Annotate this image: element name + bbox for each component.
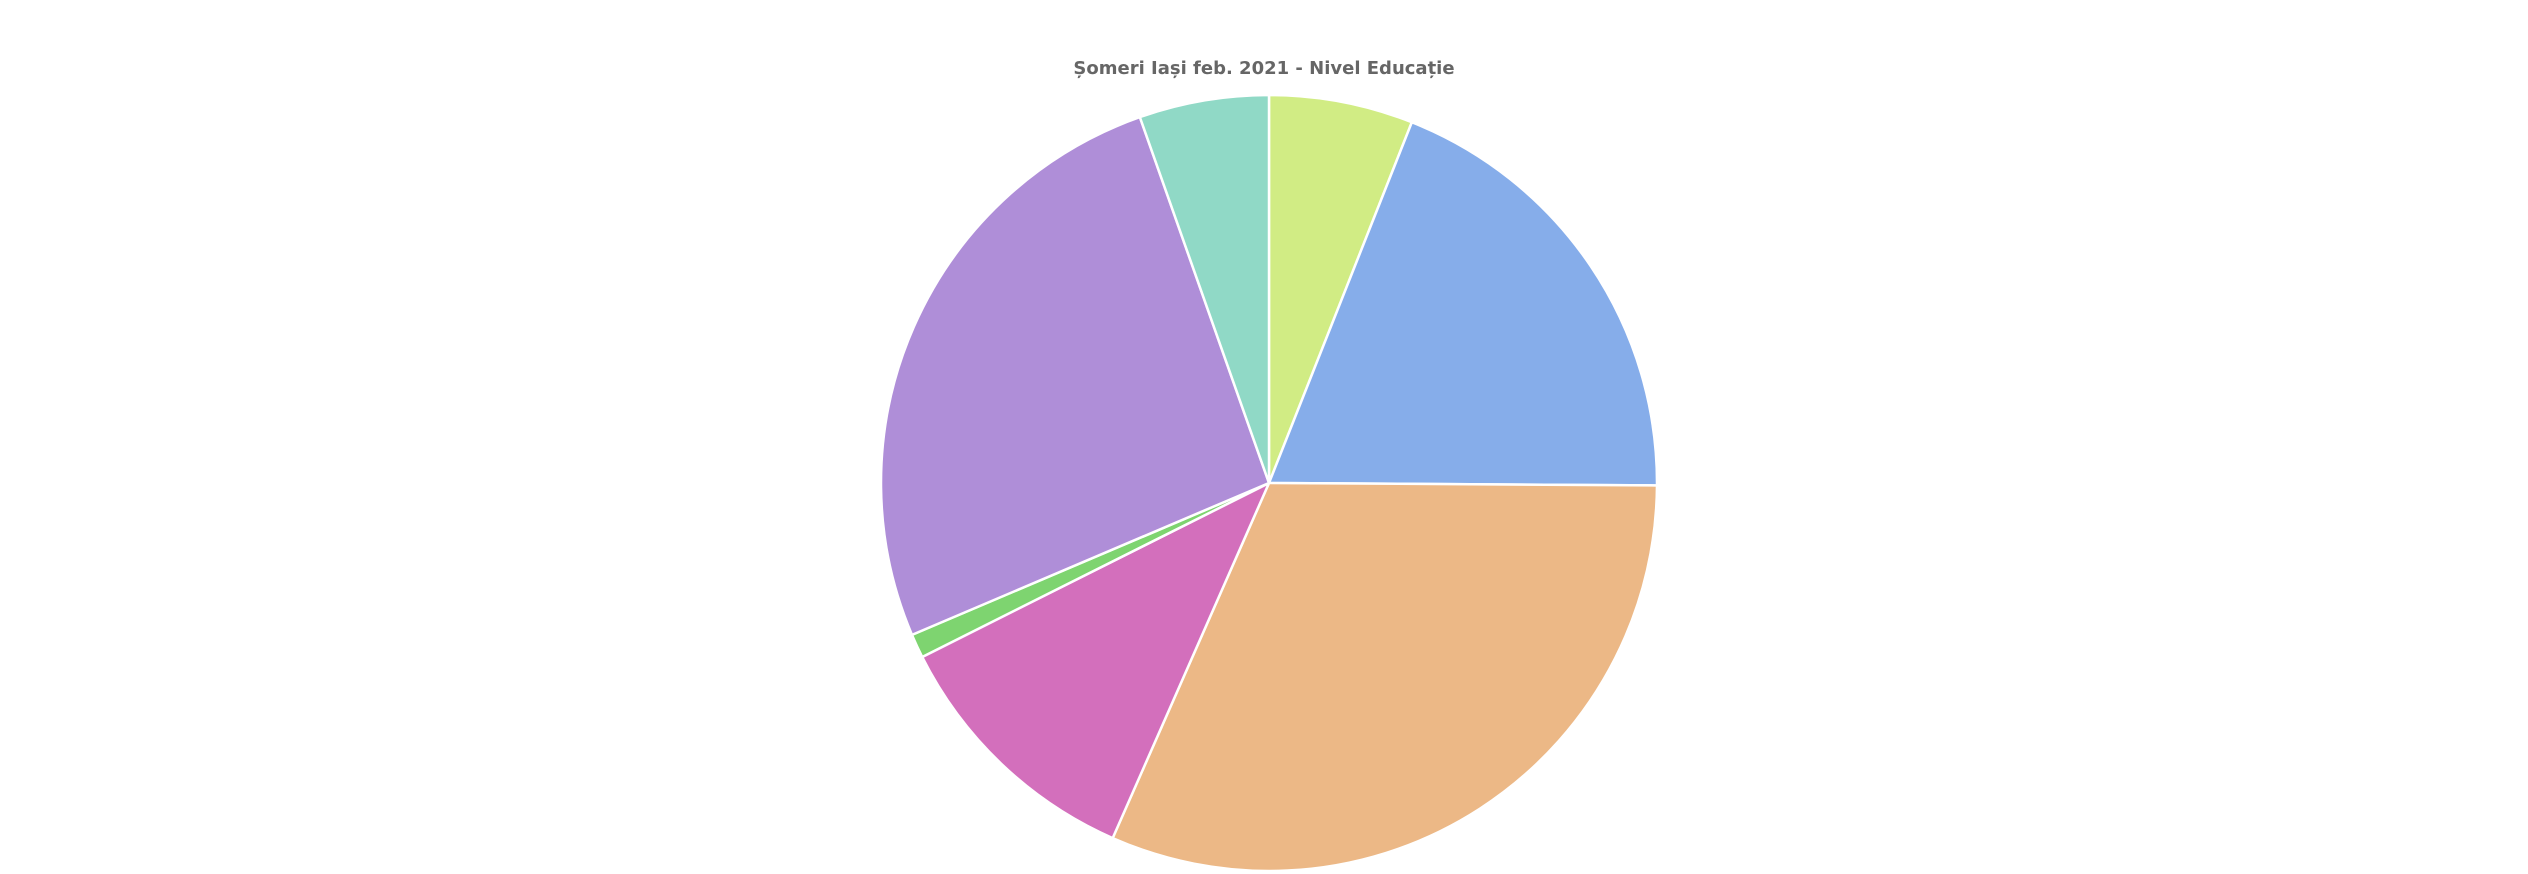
- chart-title: Șomeri Iași feb. 2021 - Nivel Educație: [1073, 58, 1455, 79]
- pie-slice-7: [1138, 93, 1271, 485]
- pie-slice-6: [879, 115, 1271, 637]
- pie-slice-2: [1267, 121, 1659, 487]
- pie-slices: [879, 93, 1659, 873]
- pie-slice-1: [1267, 93, 1414, 485]
- pie-slice-4: [920, 481, 1271, 840]
- pie-slice-3: [1111, 481, 1659, 873]
